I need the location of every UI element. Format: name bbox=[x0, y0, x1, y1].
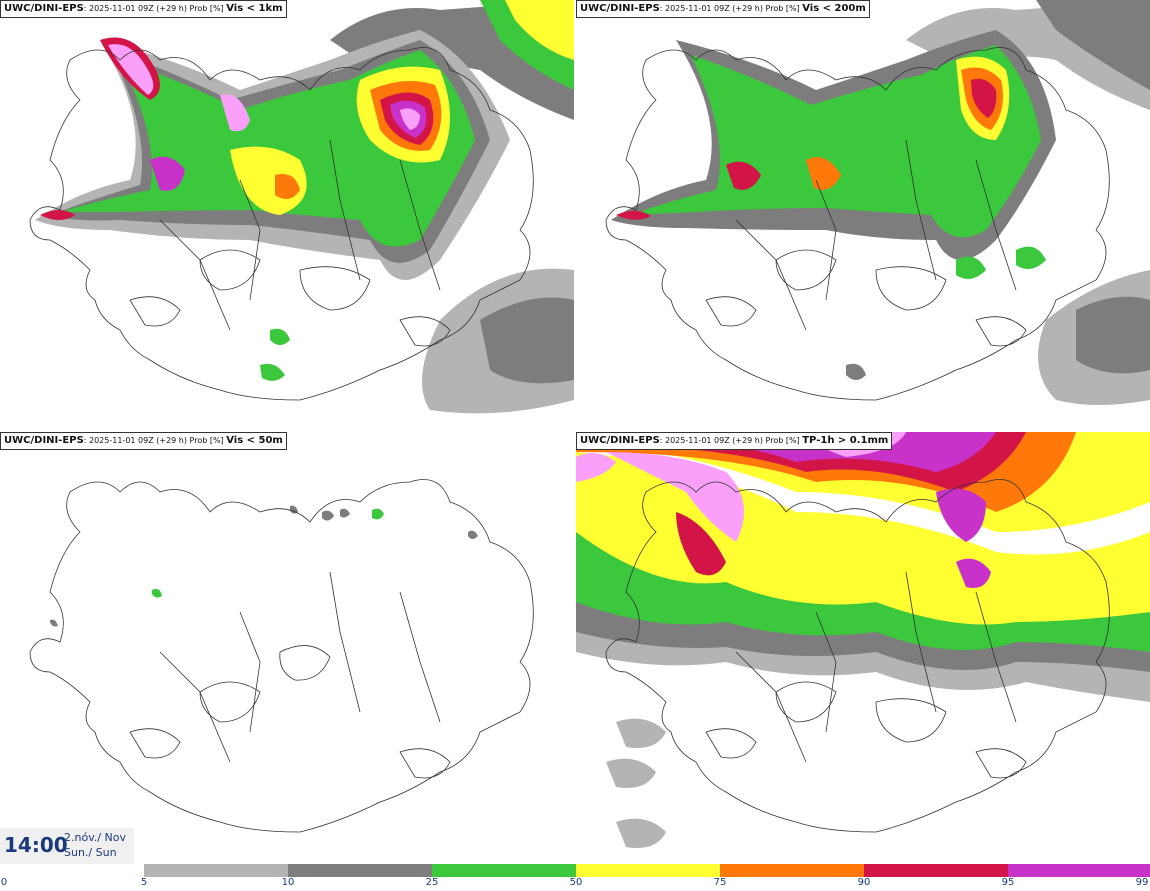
valid-time-box: 14:00 2.nóv./ Nov Sun./ Sun bbox=[0, 828, 134, 864]
probability-legend: 0 5 10 25 50 75 90 95 99 bbox=[0, 862, 1150, 891]
legend-tick-25: 25 bbox=[425, 877, 439, 888]
run-info: : 2025-11-01 09Z (+29 h) Prob [%] bbox=[659, 436, 803, 445]
valid-date-line2: Sun./ Sun bbox=[64, 846, 117, 859]
variable-label: Vis < 1km bbox=[226, 3, 283, 14]
map-panel-vis-200m: UWC/DINI-EPS: 2025-11-01 09Z (+29 h) Pro… bbox=[576, 0, 1150, 430]
legend-tick-99: 99 bbox=[1135, 877, 1149, 888]
valid-time: 14:00 bbox=[4, 833, 68, 857]
legend-tick-10: 10 bbox=[281, 877, 295, 888]
panel-title: UWC/DINI-EPS: 2025-11-01 09Z (+29 h) Pro… bbox=[0, 432, 287, 450]
run-info: : 2025-11-01 09Z (+29 h) Prob [%] bbox=[83, 436, 227, 445]
iceland-map-vis-200m bbox=[605, 0, 1150, 405]
panel-title: UWC/DINI-EPS: 2025-11-01 09Z (+29 h) Pro… bbox=[576, 0, 870, 18]
legend-bin-10-25 bbox=[432, 864, 576, 877]
model-source: UWC/DINI-EPS bbox=[4, 3, 84, 14]
legend-tick-5: 5 bbox=[140, 877, 148, 888]
valid-date-line1: 2.nóv./ Nov bbox=[64, 831, 127, 844]
iceland-map-vis-1km bbox=[29, 0, 574, 414]
legend-bin-0-5 bbox=[144, 864, 288, 877]
model-source: UWC/DINI-EPS bbox=[580, 435, 660, 446]
legend-bin-25-50 bbox=[576, 864, 720, 877]
variable-label: Vis < 50m bbox=[226, 435, 283, 446]
iceland-map-tp-1h bbox=[576, 432, 1150, 848]
model-source: UWC/DINI-EPS bbox=[580, 3, 660, 14]
run-info: : 2025-11-01 09Z (+29 h) Prob [%] bbox=[83, 4, 227, 13]
map-panel-vis-50m: UWC/DINI-EPS: 2025-11-01 09Z (+29 h) Pro… bbox=[0, 432, 574, 862]
map-panel-tp-1h: UWC/DINI-EPS: 2025-11-01 09Z (+29 h) Pro… bbox=[576, 432, 1150, 862]
legend-tick-75: 75 bbox=[713, 877, 727, 888]
legend-tick-0: 0 bbox=[0, 877, 8, 888]
model-source: UWC/DINI-EPS bbox=[4, 435, 84, 446]
legend-bin-5-10 bbox=[288, 864, 432, 877]
legend-bin-50-75 bbox=[720, 864, 864, 877]
panel-title: UWC/DINI-EPS: 2025-11-01 09Z (+29 h) Pro… bbox=[0, 0, 287, 18]
legend-tick-50: 50 bbox=[569, 877, 583, 888]
legend-bin-75-90 bbox=[864, 864, 1008, 877]
run-info: : 2025-11-01 09Z (+29 h) Prob [%] bbox=[659, 4, 803, 13]
variable-label: TP-1h > 0.1mm bbox=[802, 435, 889, 446]
panel-title: UWC/DINI-EPS: 2025-11-01 09Z (+29 h) Pro… bbox=[576, 432, 893, 450]
iceland-map-vis-50m bbox=[29, 479, 534, 833]
legend-bin-90-95 bbox=[1008, 864, 1150, 877]
map-panel-vis-1km: UWC/DINI-EPS: 2025-11-01 09Z (+29 h) Pro… bbox=[0, 0, 574, 430]
variable-label: Vis < 200m bbox=[802, 3, 866, 14]
legend-tick-90: 90 bbox=[857, 877, 871, 888]
legend-tick-95: 95 bbox=[1001, 877, 1015, 888]
